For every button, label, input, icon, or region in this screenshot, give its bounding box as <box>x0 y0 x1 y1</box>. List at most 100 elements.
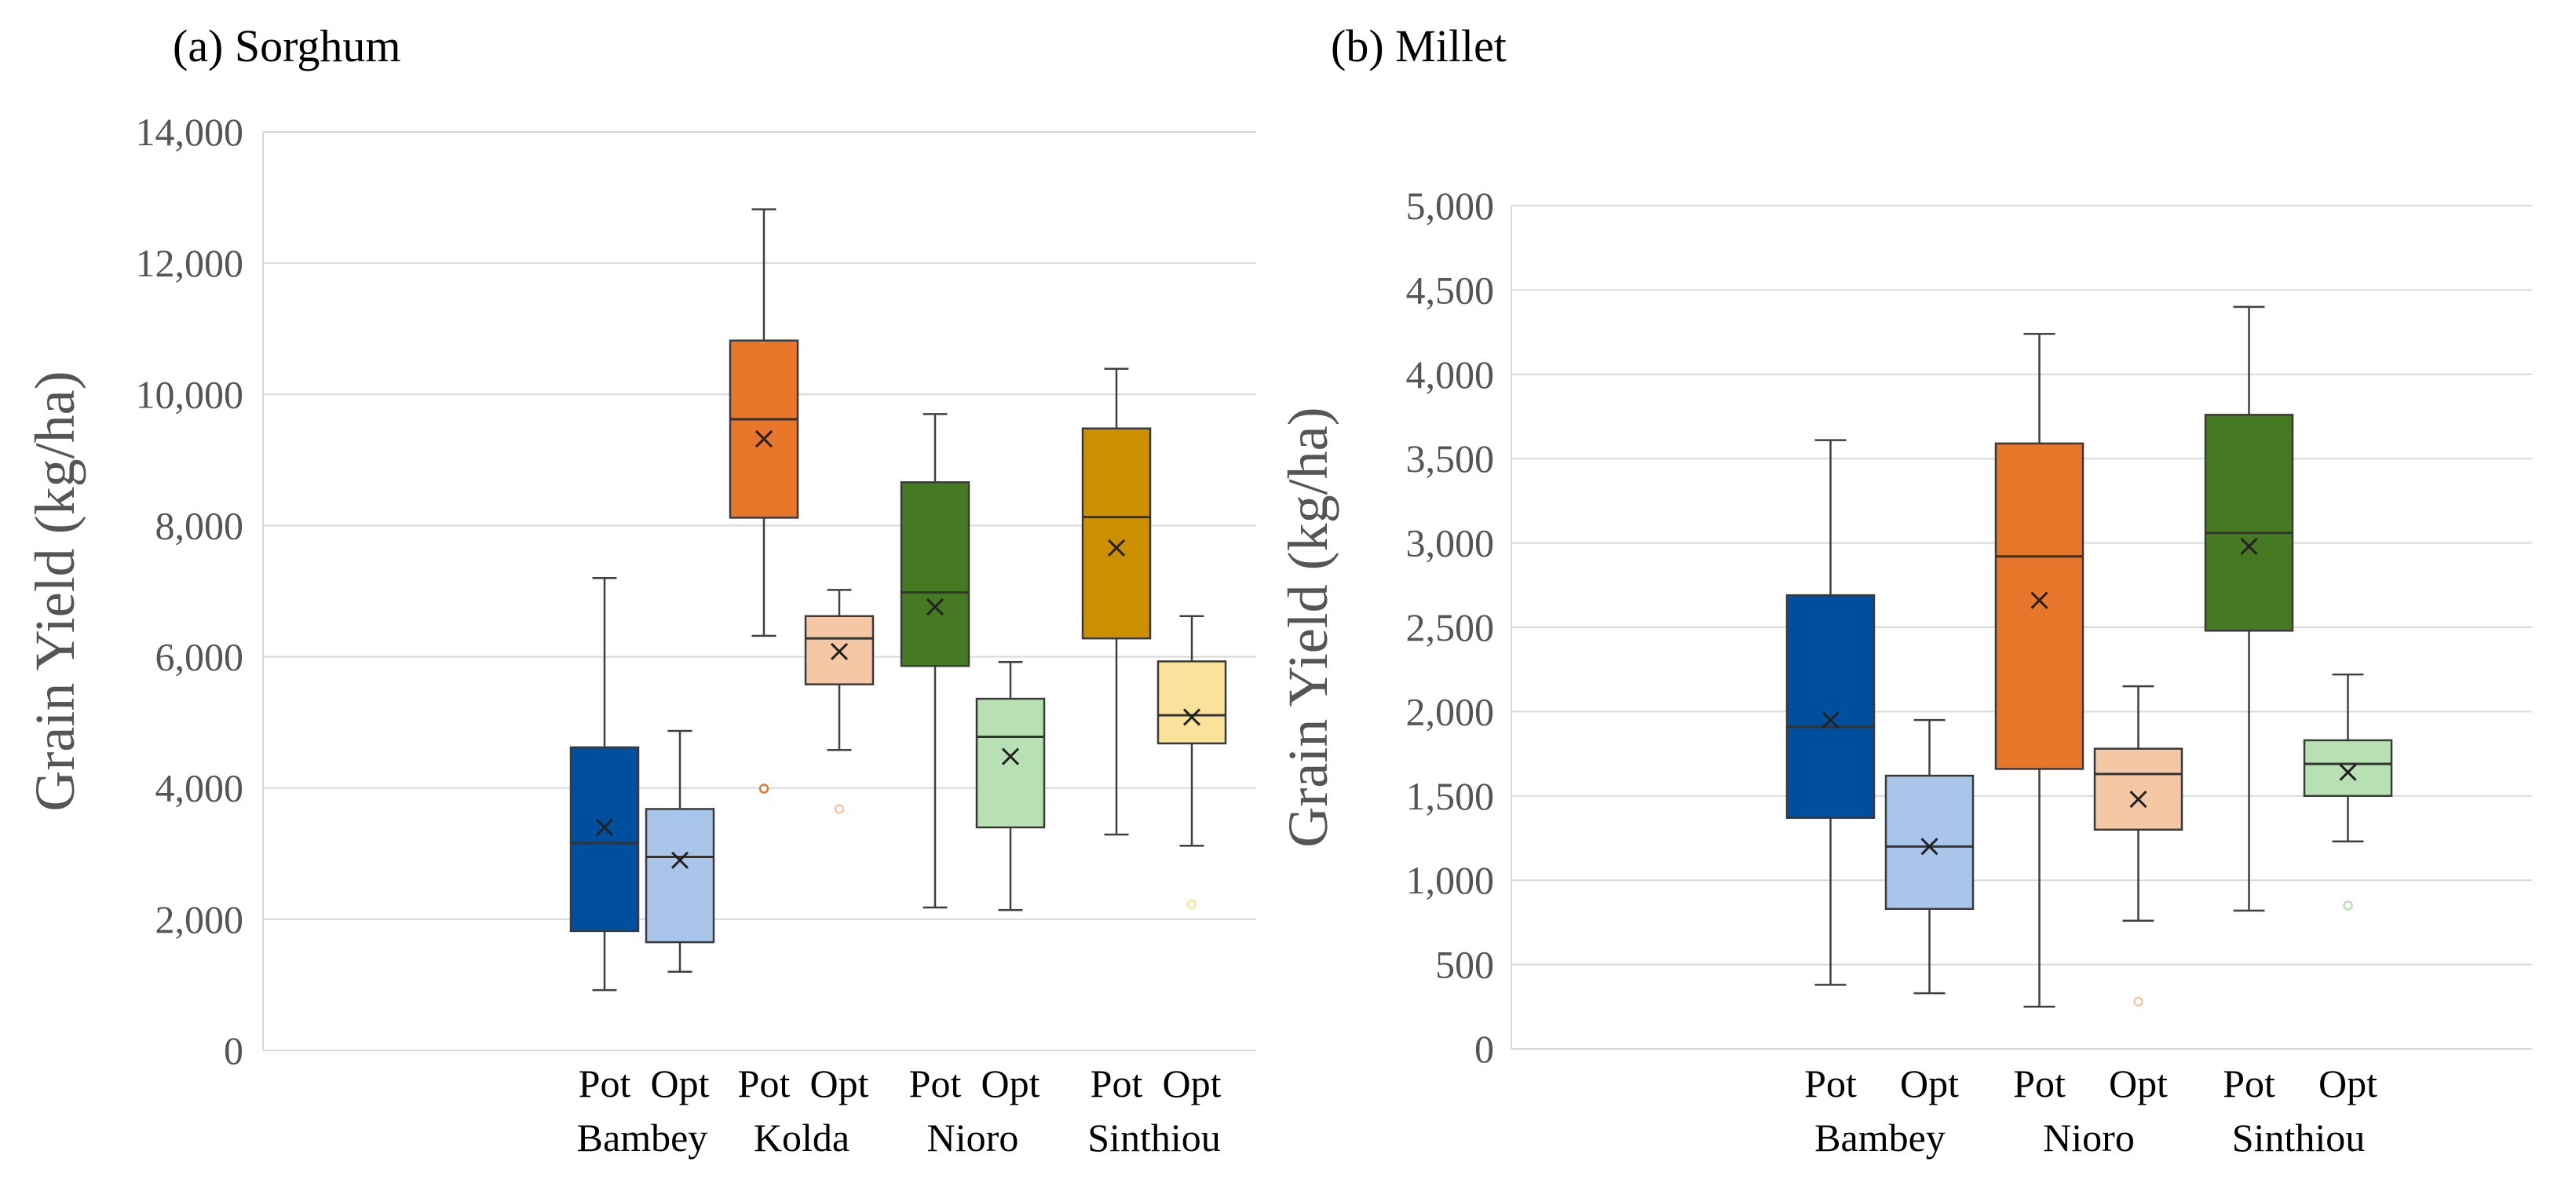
x-tick-label-series: Opt <box>651 1061 710 1105</box>
y-tick-label: 4,500 <box>1406 268 1495 312</box>
site-bambey: Pot Opt Bambey <box>569 577 715 1160</box>
panel-millet: 0 500 1,000 1,500 2,000 2,500 3,000 3,500 4,000 4… <box>1277 20 2532 1160</box>
box-iqr <box>1884 774 1975 910</box>
mean-marker <box>1001 747 1020 765</box>
box-iqr <box>1994 442 2085 770</box>
x-tick-label-series: Opt <box>1163 1061 1222 1105</box>
box-iqr <box>1785 594 1876 819</box>
box-bambey-opt <box>1884 718 1975 995</box>
mean-marker <box>2030 591 2048 609</box>
box-iqr <box>2303 739 2393 798</box>
x-tick-label-series: Pot <box>579 1061 631 1105</box>
y-axis-label: Grain Yield (kg/ha) <box>1277 407 1339 847</box>
y-tick-label: 6,000 <box>155 635 244 679</box>
mean-marker <box>670 851 689 869</box>
y-tick-label: 500 <box>1435 943 1494 987</box>
y-tick-label: 2,000 <box>1406 689 1495 733</box>
x-tick-label-series: Pot <box>2223 1061 2275 1105</box>
x-tick-label-site: Sinthiou <box>1087 1116 1220 1160</box>
box-iqr <box>1081 427 1152 640</box>
box-nioro-opt <box>975 661 1046 911</box>
box-nioro-opt <box>2093 685 2183 1007</box>
box-sinthiou-pot <box>2204 305 2294 912</box>
box-iqr <box>645 808 715 944</box>
mean-marker <box>2339 763 2357 781</box>
panel-sorghum: 0 2,000 4,000 6,000 8,000 10,000 12,000 14,000 (… <box>24 20 1256 1160</box>
x-tick-label-series: Opt <box>2318 1061 2377 1105</box>
box-bambey-opt <box>645 729 715 973</box>
y-tick-label: 4,000 <box>1406 353 1495 396</box>
box-bambey-pot <box>1785 439 1876 986</box>
mean-marker <box>595 818 614 836</box>
x-tick-label-site: Nioro <box>2043 1116 2135 1160</box>
box-iqr <box>569 746 640 933</box>
mean-marker <box>1920 838 1938 856</box>
mean-marker <box>2240 537 2258 555</box>
box-nioro-pot <box>900 413 970 909</box>
x-tick-label-series: Opt <box>981 1061 1040 1105</box>
box-kolda-opt <box>804 589 875 814</box>
x-tick-label-series: Pot <box>1091 1061 1143 1105</box>
x-tick-label-series: Opt <box>2109 1061 2168 1105</box>
x-tick-label-site: Bambey <box>577 1116 708 1160</box>
outlier-point <box>2133 996 2143 1007</box>
x-tick-label-series: Opt <box>810 1061 869 1105</box>
x-tick-label-series: Pot <box>738 1061 791 1105</box>
site-kolda: Pot Opt Kolda <box>729 208 875 1160</box>
x-tick-label-series: Pot <box>2013 1061 2066 1105</box>
y-axis-label: Grain Yield (kg/ha) <box>24 371 86 811</box>
x-tick-label-site: Sinthiou <box>2232 1116 2365 1160</box>
y-tick-label: 5,000 <box>1406 184 1495 228</box>
mean-marker <box>2129 791 2147 809</box>
x-tick-label-site: Kolda <box>754 1116 850 1160</box>
mean-marker <box>830 642 849 660</box>
outlier-point <box>2343 901 2353 911</box>
outlier-point <box>758 784 769 794</box>
y-tick-label: 3,000 <box>1406 521 1495 565</box>
y-tick-label: 2,000 <box>155 897 244 941</box>
box-iqr <box>729 339 799 519</box>
site-sinthiou: Pot Opt Sinthiou <box>1081 367 1227 1160</box>
x-tick-label-site: Nioro <box>927 1116 1019 1160</box>
y-tick-label: 1,500 <box>1406 774 1495 818</box>
box-sinthiou-opt <box>1156 615 1227 909</box>
x-tick-label-series: Pot <box>909 1061 962 1105</box>
box-nioro-pot <box>1994 332 2085 1008</box>
site-nioro: Pot Opt Nioro <box>900 413 1046 1160</box>
box-iqr <box>1156 660 1227 745</box>
mean-marker <box>1182 708 1201 726</box>
box-iqr <box>975 697 1046 829</box>
chart-title: (a) Sorghum <box>173 20 401 71</box>
box-kolda-pot <box>729 208 799 794</box>
box-iqr <box>2093 747 2183 831</box>
outlier-point <box>1186 899 1197 909</box>
box-iqr <box>900 481 970 667</box>
site-sinthiou: Pot Opt Sinthiou <box>2204 305 2393 1160</box>
y-tick-label: 4,000 <box>155 766 244 810</box>
y-tick-label: 0 <box>1474 1027 1494 1071</box>
y-tick-label: 8,000 <box>155 503 244 547</box>
chart-title: (b) Millet <box>1331 20 1507 71</box>
y-tick-label: 2,500 <box>1406 605 1495 649</box>
mean-marker <box>1821 711 1840 729</box>
box-sinthiou-pot <box>1081 367 1152 836</box>
site-bambey: Pot Opt Bambey <box>1785 439 1975 1160</box>
x-tick-label-series: Opt <box>1900 1061 1959 1105</box>
box-iqr <box>2204 414 2294 632</box>
mean-marker <box>1107 539 1126 557</box>
box-sinthiou-opt <box>2303 673 2393 911</box>
outlier-point <box>834 804 845 814</box>
y-tick-label: 1,000 <box>1406 858 1495 902</box>
mean-marker <box>926 597 945 616</box>
y-tick-label: 0 <box>224 1028 243 1072</box>
site-nioro: Pot Opt Nioro <box>1994 332 2183 1160</box>
box-bambey-pot <box>569 577 640 992</box>
y-tick-label: 10,000 <box>136 372 244 416</box>
x-tick-label-site: Bambey <box>1814 1116 1946 1160</box>
y-tick-label: 14,000 <box>136 110 244 154</box>
y-tick-label: 3,500 <box>1406 437 1495 480</box>
mean-marker <box>755 430 773 448</box>
y-tick-label: 12,000 <box>136 241 244 285</box>
